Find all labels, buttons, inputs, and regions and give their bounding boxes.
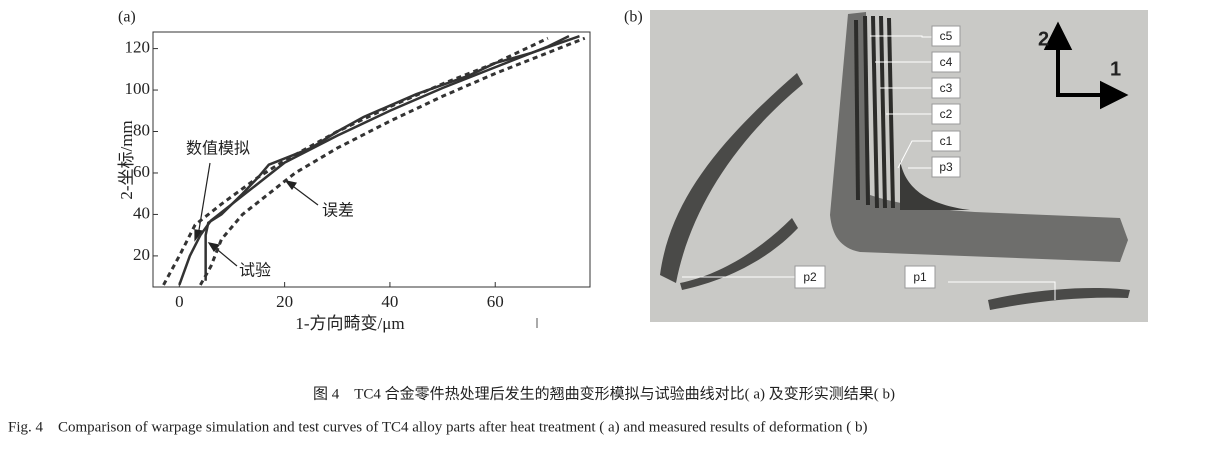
- x-tick-label: 20: [276, 292, 293, 311]
- data-line: [178, 35, 570, 286]
- y-tick-label: 120: [125, 37, 151, 56]
- photo-label: c2: [940, 107, 953, 121]
- y-axis-label: 2-坐标/mm: [117, 120, 136, 199]
- photo-label: c5: [940, 29, 953, 43]
- label-boxes: [794, 25, 961, 289]
- data-line: [162, 36, 549, 286]
- plot-frame: [152, 31, 591, 288]
- y-tick-label: 100: [125, 79, 151, 98]
- photo-label: p1: [913, 270, 927, 284]
- x-tick-label: 40: [381, 292, 398, 311]
- photo-label: c1: [940, 134, 953, 148]
- photo-label: p3: [939, 160, 953, 174]
- chart-a: (a) 1-方向畸变/μm 2-坐标/mm 数值模拟 误差 试验 0 20 40 60…: [117, 9, 591, 333]
- fins: [854, 15, 895, 209]
- annotation: 数值模拟: [186, 140, 250, 158]
- annotation: 试验: [239, 262, 271, 280]
- x-tick-label: 60: [487, 292, 504, 311]
- direction-label: 1: [1110, 58, 1121, 80]
- panel-label: (a): [118, 9, 136, 26]
- x-tick-label: 0: [175, 292, 184, 311]
- y-tick-label: 40: [133, 203, 150, 222]
- data-line: [204, 34, 580, 281]
- annotation: 误差: [322, 202, 354, 220]
- y-tick-label: 60: [133, 162, 150, 181]
- y-tick-label: 20: [133, 245, 150, 264]
- leader-lines: [682, 35, 1056, 300]
- y-tick-label: 80: [133, 120, 150, 139]
- photo-label: c4: [940, 55, 953, 69]
- x-axis-label: 1-方向畸变/μm: [295, 314, 404, 333]
- direction-arrows: [1043, 21, 1129, 110]
- data-line: [199, 36, 586, 286]
- photo-b: (b) c5 c4 c3 c2 c1 p3 p2 p1 2 1: [624, 9, 1148, 322]
- panel-label: (b): [624, 9, 643, 26]
- photo-label: c3: [940, 81, 953, 95]
- caption-zh: 图 4 TC4 合金零件热处理后发生的翘曲变形模拟与试验曲线对比( a) 及变形…: [313, 385, 895, 402]
- photo-label: p2: [803, 270, 817, 284]
- caption-en: Fig. 4 Comparison of warpage simulation …: [8, 419, 867, 435]
- direction-label: 2: [1038, 28, 1049, 50]
